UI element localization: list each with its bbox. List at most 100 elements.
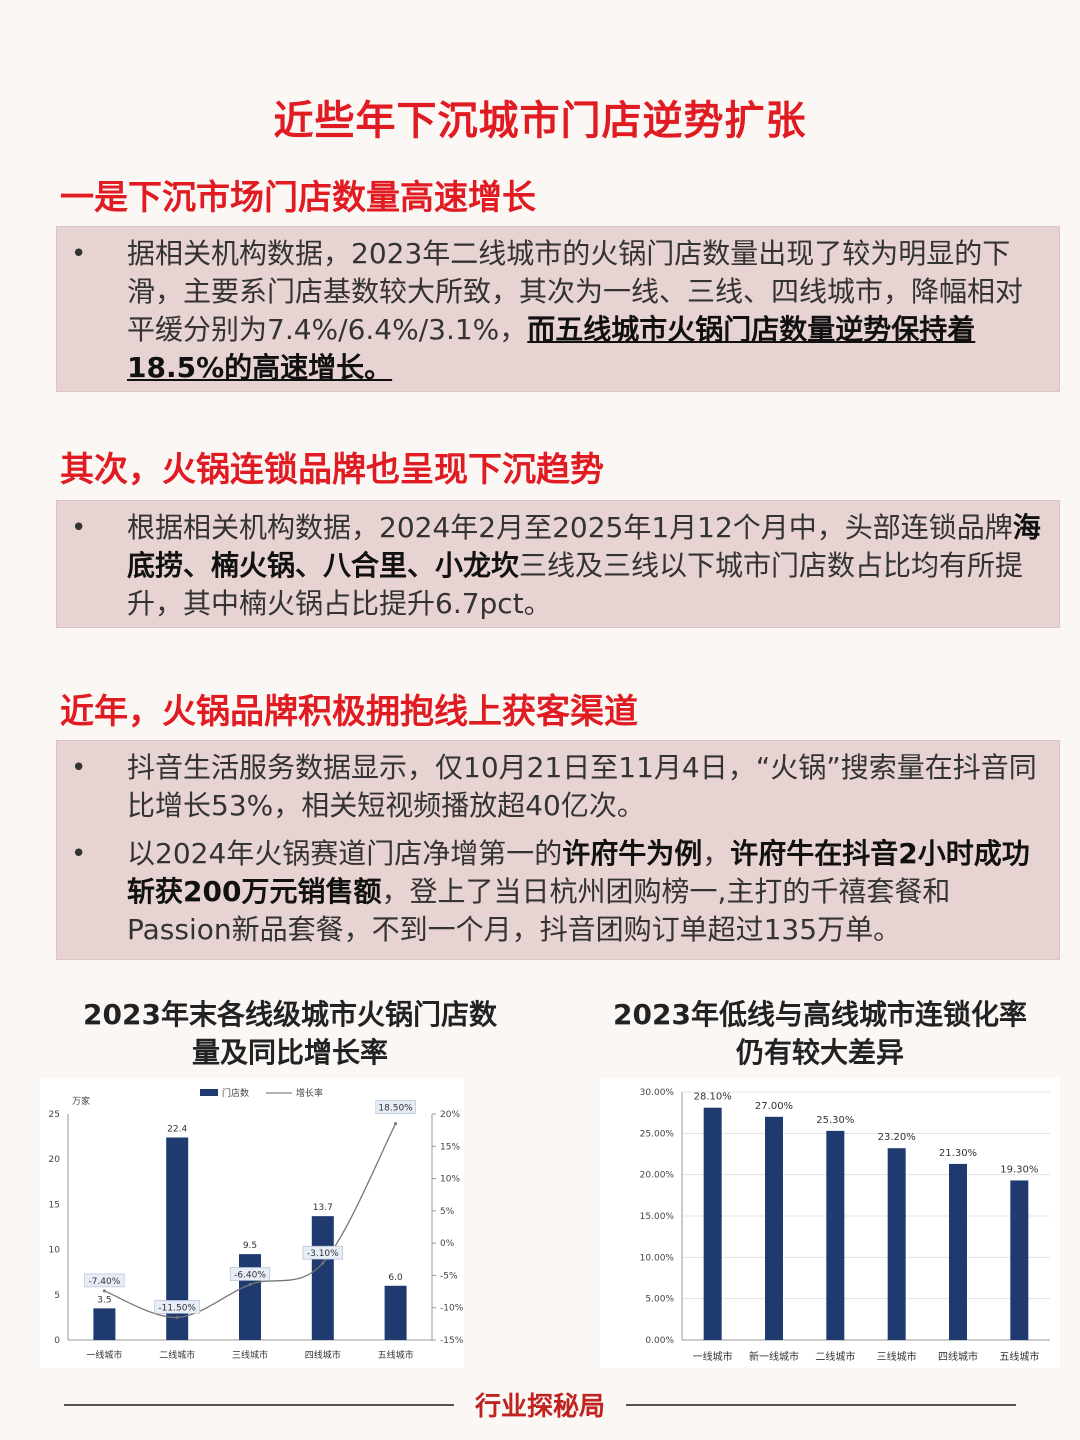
bar-value-label: 23.20%: [878, 1132, 916, 1143]
bullet-text: 以2024年火锅赛道门店净增第一的: [127, 837, 563, 870]
bar-value-label: 3.5: [97, 1295, 111, 1305]
growth-rate-line: [104, 1123, 397, 1319]
bullet-dot: •: [71, 753, 87, 783]
y-tick-label: 0.00%: [645, 1336, 674, 1346]
bar: [949, 1163, 967, 1340]
section-box-online-channels: • 抖音生活服务数据显示，仅10月21日至11月4日，“火锅”搜索量在抖音同比增…: [56, 740, 1060, 960]
bullet-bold-text: 许府牛为例: [562, 837, 703, 870]
growth-rate-label-box: [229, 1267, 271, 1281]
legend-label-line: 增长率: [296, 1087, 323, 1099]
x-tick-label: 一线城市: [693, 1350, 733, 1363]
growth-rate-label: 18.50%: [378, 1104, 413, 1114]
footer-brand: 行业探秘局: [474, 1392, 605, 1422]
bullet-bold-text: 许府牛在抖音2小时成功斩获200万元销售额: [127, 837, 1030, 908]
y-tick-label: 30.00%: [640, 1088, 675, 1098]
y-tick-label: 5: [54, 1291, 60, 1301]
bullet-dot: •: [71, 513, 87, 543]
bullet-bold-text: 海底捞、楠火锅、八合里、小龙坎: [127, 511, 1041, 582]
y-axis-unit-label: 万家: [72, 1095, 90, 1107]
growth-rate-label-box: [375, 1100, 416, 1114]
x-tick-label: 五线城市: [378, 1349, 414, 1361]
chart-1-title-line: 2023年末各线级城市火锅门店数: [83, 998, 497, 1031]
bullet-text: ，: [702, 837, 731, 870]
bar: [703, 1107, 722, 1340]
y-tick-label: 20: [49, 1155, 61, 1165]
bullet-text: ，登上了当日杭州团购榜一,主打的千禧套餐和Passion新品套餐，不到一个月，抖…: [127, 875, 951, 946]
bar-value-label: 27.00%: [755, 1101, 793, 1112]
bullet-text: 根据相关机构数据，2024年2月至2025年1月12个月中，头部连锁品牌: [127, 511, 1013, 544]
section-box-chain-brands: • 根据相关机构数据，2024年2月至2025年1月12个月中，头部连锁品牌海底…: [56, 500, 1060, 628]
chart-1-panel: 万家 0 5 10 15 20 25 -15% -10% -5% 0% 5% 10% 15% 20% 门店数 增…: [40, 1078, 464, 1368]
bullet-highlight-text: 而五线城市火锅门店数量逆势保持着18.5%的高速增长。: [127, 313, 976, 384]
y-tick-label: 10: [49, 1246, 61, 1256]
chart-2-panel: 0.00% 5.00% 10.00% 15.00% 20.00% 25.00% 30.00%…: [600, 1078, 1060, 1368]
bar-value-label: 25.30%: [816, 1115, 854, 1126]
y2-tick-label: 10%: [440, 1175, 460, 1185]
x-tick-label: 三线城市: [232, 1349, 268, 1361]
bar: [166, 1137, 189, 1340]
y2-tick-label: 0%: [440, 1239, 455, 1249]
bullet-item: • 抖音生活服务数据显示，仅10月21日至11月4日，“火锅”搜索量在抖音同比增…: [57, 749, 1059, 825]
bar-value-label: 19.30%: [1000, 1164, 1038, 1175]
bar: [239, 1254, 261, 1340]
growth-rate-point: [175, 1315, 179, 1319]
y-tick-label: 0: [54, 1336, 60, 1346]
bar: [887, 1148, 906, 1340]
growth-rate-label: -7.40%: [88, 1277, 120, 1287]
bar: [93, 1308, 116, 1340]
bar: [1010, 1180, 1029, 1340]
x-tick-label: 一线城市: [86, 1349, 122, 1361]
chart-2-svg: 0.00% 5.00% 10.00% 15.00% 20.00% 25.00% 30.00%…: [640, 1088, 1050, 1363]
y-tick-label: 25: [49, 1110, 60, 1120]
growth-rate-label-box: [84, 1273, 125, 1288]
y2-tick-label: 5%: [440, 1207, 455, 1217]
legend-swatch-bars: [200, 1089, 218, 1096]
growth-rate-point: [394, 1122, 398, 1126]
bar-value-label: 21.30%: [939, 1148, 977, 1159]
section-heading-market-growth: 一是下沉市场门店数量高速增长: [60, 178, 536, 218]
y2-tick-label: -10%: [440, 1304, 464, 1314]
x-tick-label: 二线城市: [815, 1350, 855, 1363]
x-tick-label: 四线城市: [938, 1350, 978, 1363]
y-tick-label: 10.00%: [640, 1253, 675, 1263]
bullet-text: 抖音生活服务数据显示，仅10月21日至11月4日，“火锅”搜索量在抖音同比增长5…: [127, 751, 1037, 822]
bar: [765, 1116, 783, 1340]
bar-value-label: 28.10%: [694, 1092, 732, 1103]
bullet-item: • 根据相关机构数据，2024年2月至2025年1月12个月中，头部连锁品牌海底…: [57, 509, 1059, 623]
growth-rate-label: -3.10%: [307, 1249, 339, 1259]
section-box-market-growth: • 据相关机构数据，2023年二线城市的火锅门店数量出现了较为明显的下滑，主要系…: [56, 226, 1060, 392]
bullet-item: • 据相关机构数据，2023年二线城市的火锅门店数量出现了较为明显的下滑，主要系…: [57, 235, 1059, 387]
y2-tick-label: -5%: [440, 1271, 458, 1281]
growth-rate-point: [102, 1289, 106, 1293]
bullet-text: 三线及三线以下城市门店数占比均有所提升，其中楠火锅占比提升6.7pct。: [127, 549, 1024, 620]
bar-value-label: 6.0: [388, 1273, 403, 1283]
bullet-dot: •: [71, 839, 87, 869]
chart-2-title-line: 仍有较大差异: [735, 1036, 904, 1069]
chart-1-title-line: 量及同比增长率: [191, 1036, 388, 1069]
y-tick-label: 15: [49, 1200, 60, 1210]
bullet-dot: •: [71, 239, 87, 269]
y-tick-label: 5.00%: [645, 1295, 674, 1305]
x-tick-label: 二线城市: [159, 1349, 195, 1361]
footer-divider-right: [626, 1404, 1016, 1406]
x-tick-label: 四线城市: [305, 1349, 341, 1361]
chart-2-title: 2023年低线与高线城市连锁化率 仍有较大差异: [560, 996, 1080, 1072]
bar-value-label: 9.5: [243, 1241, 257, 1251]
bar-value-label: 22.4: [167, 1125, 187, 1135]
x-tick-label: 五线城市: [999, 1350, 1039, 1363]
y-tick-label: 20.00%: [640, 1171, 675, 1181]
bullet-item: • 以2024年火锅赛道门店净增第一的许府牛为例，许府牛在抖音2小时成功斩获20…: [57, 835, 1059, 949]
x-tick-label: 新一线城市: [749, 1350, 799, 1363]
bullet-text: 据相关机构数据，2023年二线城市的火锅门店数量出现了较为明显的下滑，主要系门店…: [127, 237, 1024, 346]
y-tick-label: 15.00%: [640, 1212, 675, 1222]
bar: [384, 1285, 407, 1340]
bar-value-label: 13.7: [313, 1203, 333, 1213]
chart-2-title-line: 2023年低线与高线城市连锁化率: [613, 998, 1027, 1031]
growth-rate-label: -11.50%: [158, 1303, 196, 1313]
growth-rate-label-box: [302, 1245, 343, 1260]
section-heading-online-channels: 近年，火锅品牌积极拥抱线上获客渠道: [60, 692, 638, 732]
y2-tick-label: -15%: [440, 1336, 464, 1346]
page-title: 近些年下沉城市门店逆势扩张: [273, 98, 807, 144]
x-tick-label: 三线城市: [877, 1350, 917, 1363]
chart-1-title: 2023年末各线级城市火锅门店数 量及同比增长率: [40, 996, 540, 1072]
